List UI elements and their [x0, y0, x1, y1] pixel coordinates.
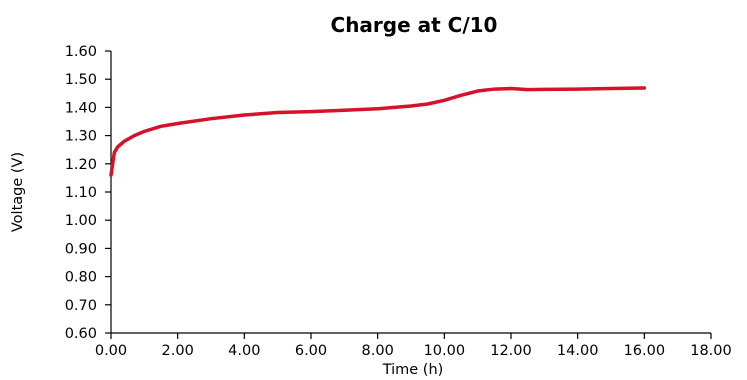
y-tick-label: 1.60 [65, 44, 97, 60]
x-tick-label: 4.00 [228, 343, 260, 359]
y-axis-ticks: 0.60 0.70 0.80 0.90 1.00 1.10 1.20 1.30 1.40 1.50… [65, 44, 111, 342]
y-tick-label: 1.00 [65, 213, 97, 229]
y-tick-label: 0.80 [65, 270, 97, 286]
y-tick-label: 1.30 [65, 129, 97, 145]
y-tick-label: 1.10 [65, 185, 97, 201]
y-tick-label: 1.20 [65, 157, 97, 173]
x-tick-label: 0.00 [95, 343, 127, 359]
series-line-0 [109, 86, 647, 177]
x-tick-label: 2.00 [162, 343, 194, 359]
x-tick-label: 14.00 [557, 343, 599, 359]
series-layer [109, 86, 647, 177]
x-tick-label: 10.00 [424, 343, 466, 359]
x-tick-label: 16.00 [624, 343, 666, 359]
y-tick-label: 1.50 [65, 72, 97, 88]
x-tick-label: 18.00 [690, 343, 732, 359]
y-tick-label: 0.60 [65, 326, 97, 342]
x-tick-label: 6.00 [295, 343, 327, 359]
x-axis-ticks: 0.00 2.00 4.00 6.00 8.00 10.00 12.00 14.00 16.00… [95, 333, 732, 359]
chart-title: Charge at C/10 [331, 13, 498, 37]
y-tick-label: 0.70 [65, 298, 97, 314]
x-tick-label: 8.00 [362, 343, 394, 359]
x-tick-label: 12.00 [490, 343, 532, 359]
axes [110, 51, 711, 334]
y-tick-label: 0.90 [65, 241, 97, 257]
x-axis-label: Time (h) [382, 362, 444, 378]
y-axis-label: Voltage (V) [10, 152, 26, 232]
y-tick-label: 1.40 [65, 100, 97, 116]
